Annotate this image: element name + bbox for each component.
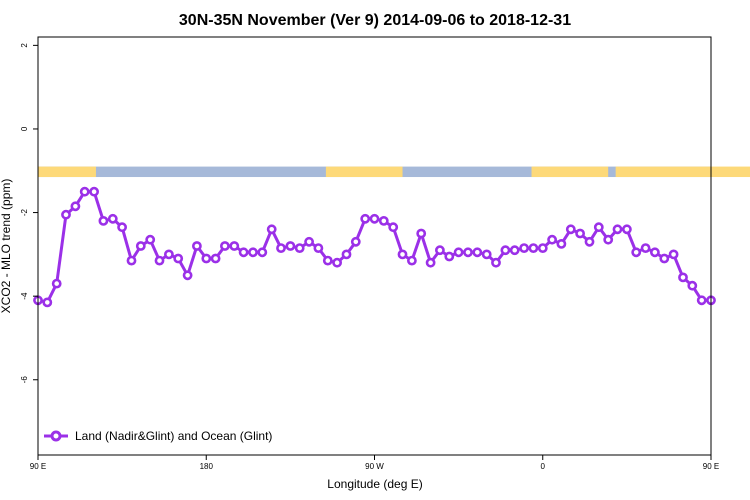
data-point [117, 222, 127, 233]
chart-title: 30N-35N November (Ver 9) 2014-09-06 to 2… [179, 12, 571, 29]
data-point [350, 236, 361, 247]
legend-marker [50, 430, 62, 442]
data-point [89, 186, 99, 197]
data-point [696, 295, 707, 306]
data-point [481, 249, 492, 260]
data-point [603, 234, 614, 245]
data-point [678, 272, 688, 283]
data-point [341, 249, 352, 260]
data-point [42, 297, 53, 308]
x-tick-label: 90 W [365, 462, 384, 471]
data-point [388, 222, 399, 233]
data-point [687, 280, 698, 291]
x-tick-label: 180 [200, 462, 214, 471]
data-point [98, 215, 109, 226]
data-point [434, 245, 445, 256]
x-tick-label: 0 [541, 462, 546, 471]
data-point [294, 243, 305, 253]
data-point [257, 247, 268, 258]
data-point [322, 255, 333, 266]
data-point [332, 257, 342, 268]
data-point [378, 215, 389, 226]
x-axis-label: Longitude (deg E) [327, 477, 422, 491]
data-point [575, 228, 585, 239]
y-tick-label: 0 [20, 126, 29, 131]
data-point [416, 228, 427, 239]
data-point [51, 278, 62, 289]
data-point [453, 247, 464, 258]
data-point [528, 243, 539, 253]
data-point [406, 255, 417, 266]
data-point [659, 253, 670, 264]
data-point [285, 241, 296, 251]
y-tick-label: 2 [20, 43, 29, 48]
data-point [463, 247, 473, 258]
data-point [61, 209, 71, 220]
data-point [622, 224, 632, 235]
data-point [668, 249, 679, 260]
band-land-segment [325, 166, 403, 178]
data-point [500, 245, 511, 256]
data-point [266, 224, 277, 235]
data-point [537, 243, 548, 253]
data-point [444, 251, 455, 262]
data-point [369, 213, 380, 224]
data-point [79, 186, 90, 197]
data-point [425, 257, 436, 268]
y-tick-label: -6 [20, 376, 29, 384]
band-land-segment [531, 166, 609, 178]
surface-type-band [38, 166, 750, 178]
data-point [201, 253, 212, 264]
data-point [650, 247, 660, 258]
data-point [509, 245, 520, 256]
data-point [472, 247, 483, 258]
data-point [145, 234, 156, 245]
legend-label: Land (Nadir&Glint) and Ocean (Glint) [75, 429, 272, 443]
y-tick-label: -4 [20, 292, 29, 300]
data-point [126, 255, 137, 266]
data-point [631, 247, 642, 258]
data-point [556, 238, 567, 249]
y-tick-label: -2 [20, 208, 29, 216]
data-point [248, 247, 258, 258]
legend: Land (Nadir&Glint) and Ocean (Glint) [44, 429, 272, 443]
data-point [154, 255, 165, 266]
data-point [547, 234, 557, 245]
data-point [107, 213, 118, 224]
data-point [565, 224, 576, 235]
data-point [304, 236, 314, 247]
data-point [191, 241, 202, 251]
data-point [229, 241, 240, 251]
data-point [593, 222, 604, 233]
band-land-segment [615, 166, 750, 178]
y-axis: 2 0 -2 -4 -6 [20, 43, 38, 384]
x-tick-label: 90 E [703, 462, 719, 471]
data-point [210, 253, 221, 264]
data-point [313, 243, 324, 253]
series-layer [33, 186, 716, 308]
x-tick-label: 90 E [30, 462, 46, 471]
data-point [519, 243, 529, 253]
band-land-segment [38, 166, 96, 178]
y-axis-label: XCO2 - MLO trend (ppm) [0, 179, 13, 314]
data-point [276, 243, 286, 253]
data-point [397, 249, 408, 260]
data-point [163, 249, 174, 260]
data-point [238, 247, 249, 258]
data-point [612, 224, 623, 235]
data-point [135, 241, 146, 251]
data-point [640, 243, 651, 253]
data-point [70, 201, 81, 212]
data-point [584, 236, 595, 247]
data-point [360, 213, 371, 224]
data-point [182, 270, 193, 281]
data-point [491, 257, 501, 268]
data-point [173, 253, 184, 264]
data-point [219, 241, 230, 251]
